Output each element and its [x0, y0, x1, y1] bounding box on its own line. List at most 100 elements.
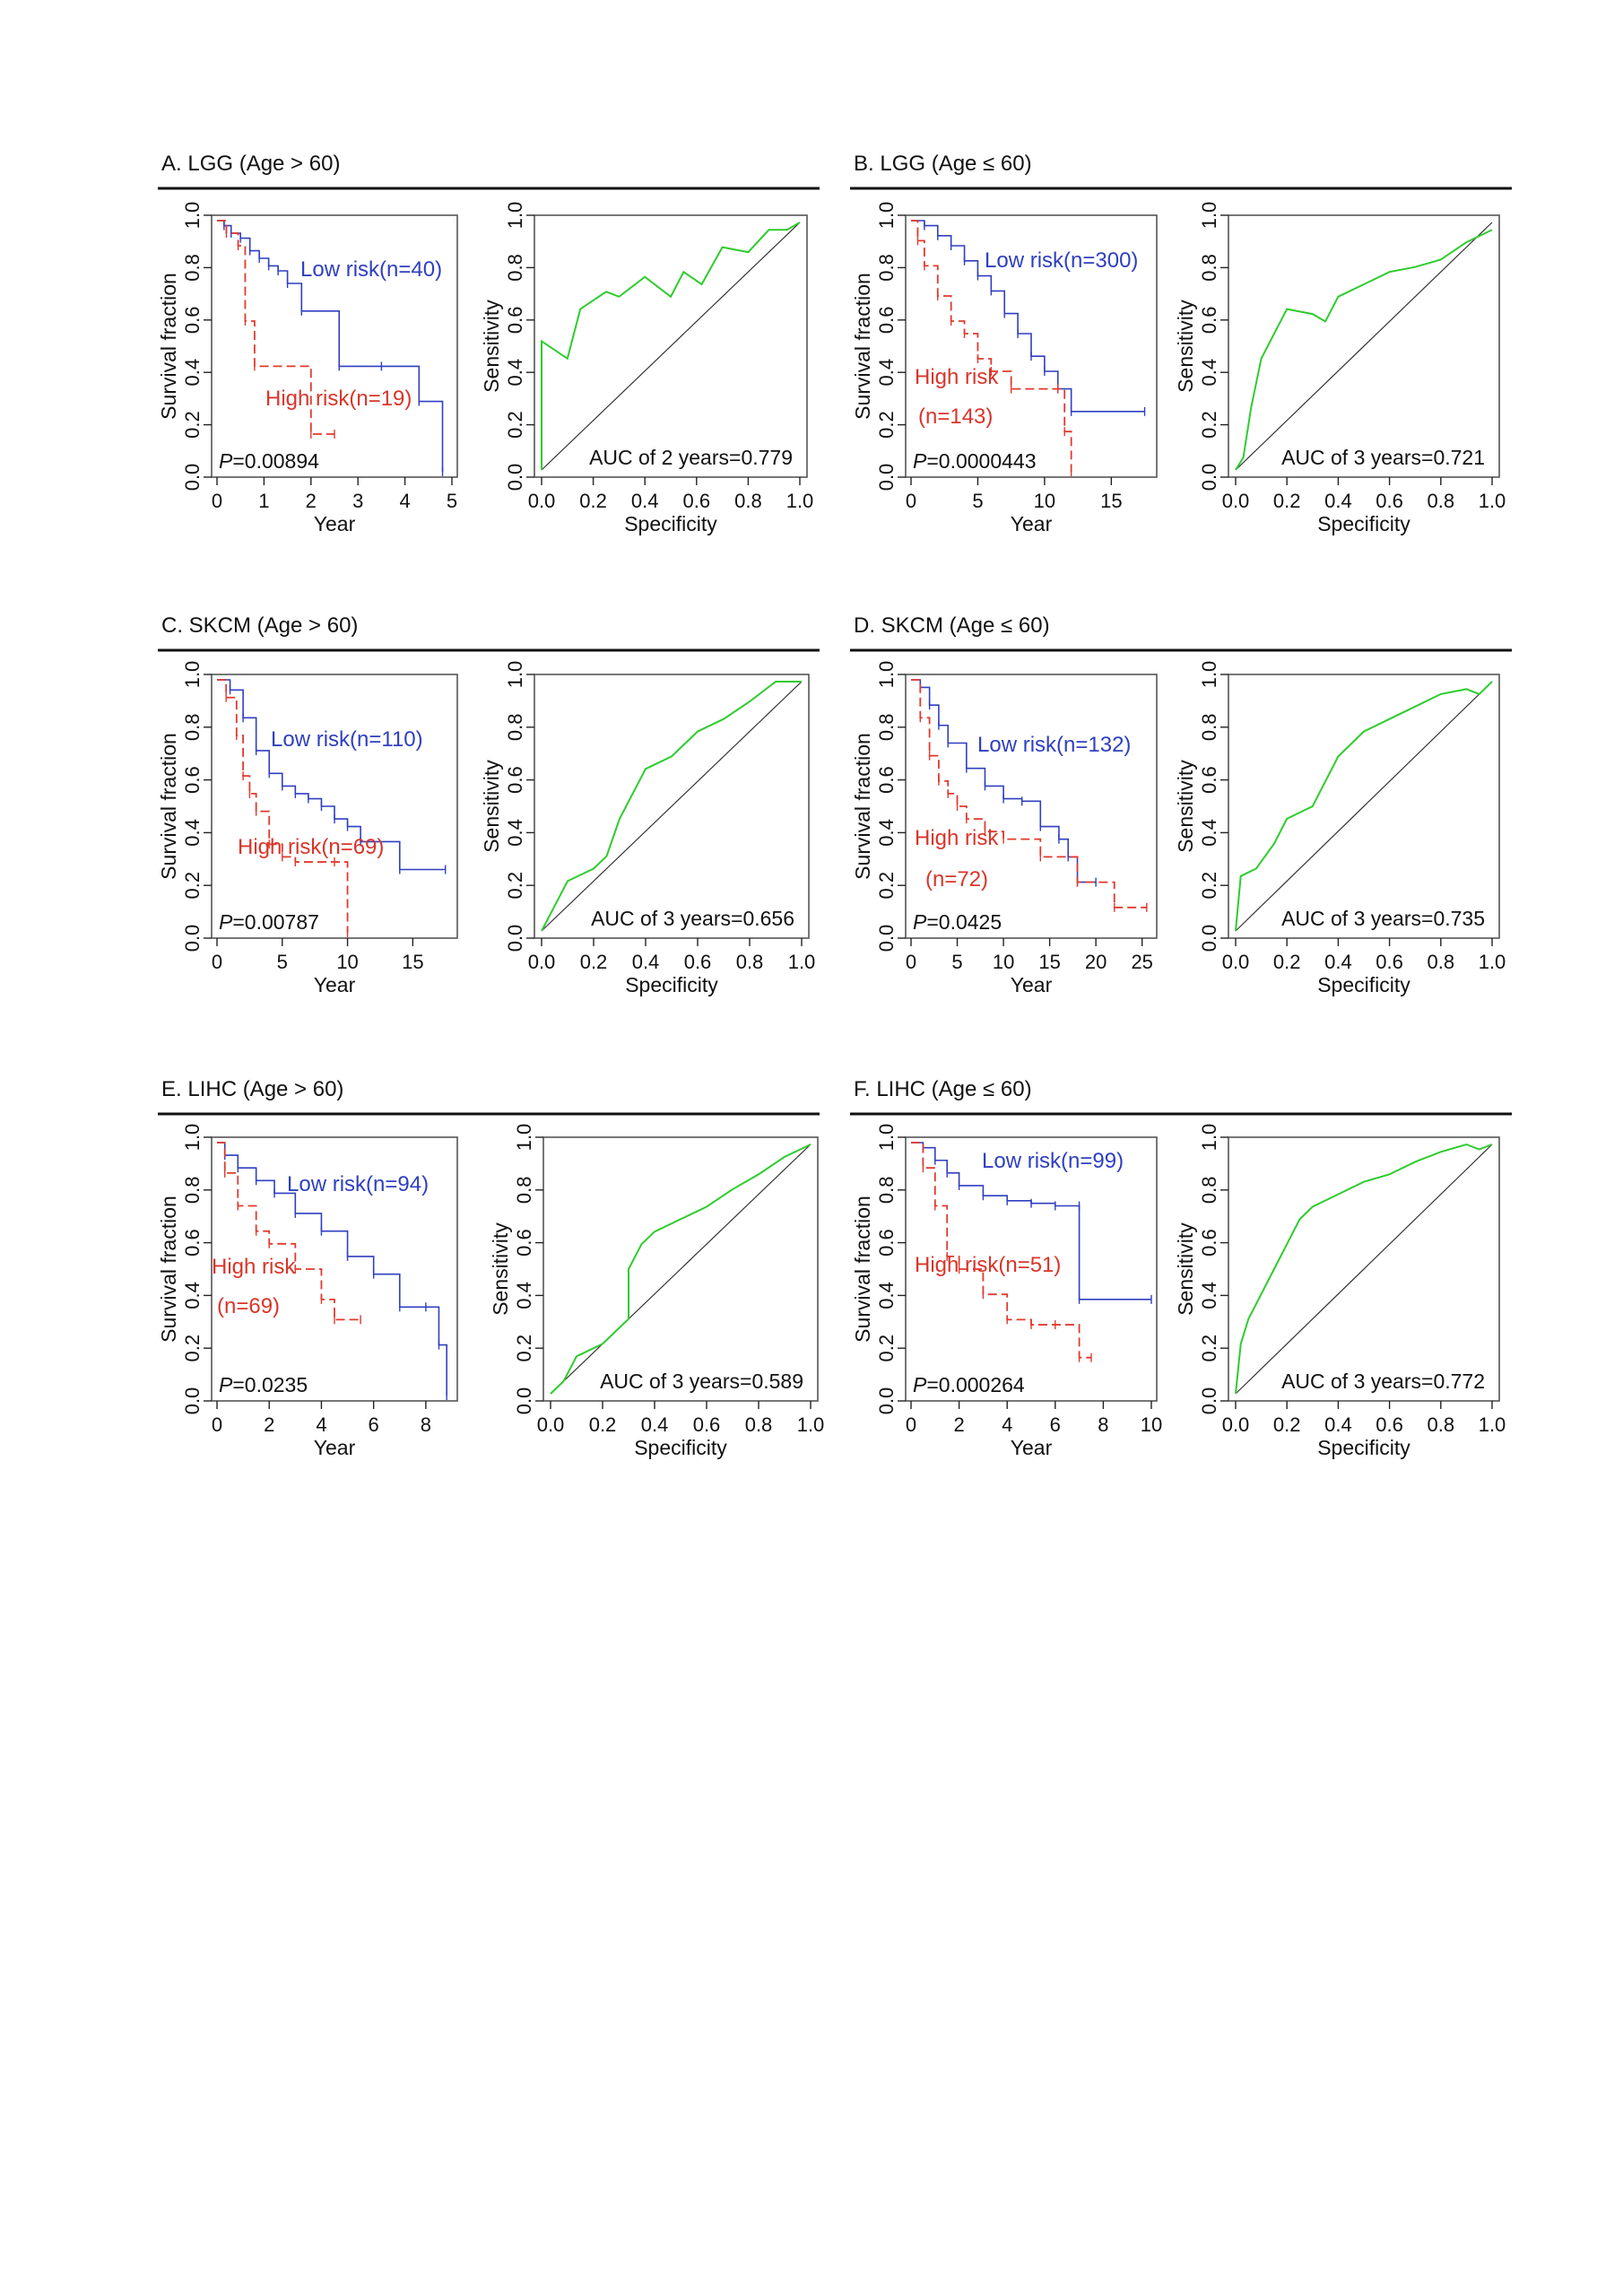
roc-ytick-label: 0.2 — [1198, 1335, 1220, 1362]
roc-curve — [550, 1144, 812, 1395]
survival-ytick-label: 0.6 — [181, 1229, 204, 1257]
roc-xtick-label: 0.2 — [1273, 951, 1301, 973]
survival-frame — [211, 674, 458, 939]
roc-ytick-label: 0.4 — [1198, 819, 1220, 847]
survival-xtick-label: 4 — [1002, 1413, 1012, 1436]
survival-xtick-label: 10 — [336, 951, 358, 973]
panel-title: C. SKCM (Age > 60) — [161, 613, 358, 638]
survival-xtick-label: 2 — [953, 1413, 964, 1436]
low-risk-label: Low risk(n=110) — [271, 727, 423, 752]
auc-label: AUC of 3 years=0.589 — [600, 1370, 803, 1393]
low-risk-label: Low risk(n=94) — [287, 1172, 429, 1196]
roc-plot: 0.0 0.2 0.4 0.6 0.8 1.0 0.0 0.2 0.4 0.6 0.8 1.0 Spec… — [1174, 1124, 1506, 1459]
roc-ytick-label: 1.0 — [1198, 202, 1220, 230]
roc-xtick-label: 0.8 — [734, 490, 762, 512]
high-risk-label: High risk — [915, 365, 999, 389]
auc-label: AUC of 2 years=0.779 — [589, 446, 793, 469]
roc-plot: 0.0 0.2 0.4 0.6 0.8 1.0 0.0 0.2 0.4 0.6 0.8 1.0 Spec… — [489, 1124, 824, 1459]
survival-xaxis-label: Year — [314, 1436, 356, 1459]
roc-yaxis-label: Sensitivity — [480, 300, 503, 393]
survival-xtick-label: 10 — [1141, 1413, 1162, 1436]
roc-ytick-label: 1.0 — [1198, 661, 1220, 689]
survival-plot: 0 5 10 15 0.0 0.2 0.4 0.6 0.8 1.0 Year Survival fra… — [851, 202, 1158, 535]
survival-xaxis-label: Year — [1011, 973, 1053, 996]
roc-curve — [541, 681, 802, 932]
p-value: =0.0000443 — [926, 449, 1036, 473]
roc-plot: 0.0 0.2 0.4 0.6 0.8 1.0 0.0 0.2 0.4 0.6 0.8 1.0 Spec… — [480, 661, 815, 996]
roc-xtick-label: 0.6 — [1376, 1413, 1403, 1436]
roc-ytick-label: 0.8 — [1198, 1177, 1220, 1205]
survival-ytick-label: 0.8 — [875, 714, 898, 742]
survival-xtick-label: 5 — [447, 490, 457, 512]
survival-ytick-label: 0.2 — [875, 872, 898, 900]
survival-xtick-label: 2 — [306, 490, 317, 512]
roc-ytick-label: 0.2 — [1198, 872, 1220, 900]
roc-xtick-label: 0.6 — [1376, 490, 1403, 512]
p-value: =0.0425 — [926, 910, 1002, 934]
survival-ytick-label: 0.8 — [875, 1177, 898, 1205]
survival-frame — [211, 214, 458, 478]
survival-ytick-label: 0.0 — [181, 1387, 204, 1415]
survival-frame — [211, 1136, 458, 1402]
survival-ytick-label: 0.6 — [875, 766, 898, 794]
roc-xtick-label: 0.0 — [1222, 951, 1250, 973]
survival-xtick-label: 0 — [212, 1413, 222, 1436]
roc-ytick-label: 0.6 — [1198, 766, 1220, 794]
roc-curve — [1235, 681, 1493, 932]
panel-title: F. LIHC (Age ≤ 60) — [854, 1077, 1032, 1101]
panel-e: E. LIHC (Age > 60) 0 2 4 6 8 0.0 0.2 0.4 0.6 0.8 1.… — [157, 1077, 824, 1459]
survival-yaxis-label: Survival fraction — [157, 1196, 180, 1343]
roc-xtick-label: 1.0 — [1479, 1413, 1506, 1436]
roc-ytick-label: 0.8 — [1198, 714, 1220, 742]
low-risk-label: Low risk(n=99) — [982, 1149, 1124, 1173]
roc-ytick-label: 1.0 — [504, 661, 526, 689]
survival-ytick-label: 0.8 — [181, 254, 204, 282]
roc-xtick-label: 0.2 — [1273, 490, 1301, 512]
roc-xtick-label: 1.0 — [786, 490, 814, 512]
survival-ytick-label: 0.2 — [181, 1335, 204, 1362]
roc-xaxis-label: Specificity — [1317, 1436, 1410, 1459]
roc-ytick-label: 1.0 — [504, 202, 526, 230]
roc-frame — [1228, 1136, 1500, 1402]
roc-curve — [541, 222, 801, 470]
low-risk-curve — [911, 679, 1097, 883]
roc-ytick-label: 0.4 — [504, 819, 526, 847]
p-value-text: P=0.0000443 — [913, 449, 1037, 473]
survival-ytick-label: 0.6 — [875, 1229, 898, 1257]
high-risk-n-label: (n=72) — [925, 867, 988, 891]
p-value: =0.0235 — [232, 1373, 308, 1396]
roc-ytick-label: 0.4 — [1198, 1282, 1220, 1309]
roc-xtick-label: 0.6 — [683, 490, 711, 512]
survival-ytick-label: 0.8 — [181, 714, 204, 742]
roc-yaxis-label: Sensitivity — [480, 760, 503, 853]
roc-frame — [534, 674, 810, 939]
roc-ytick-label: 0.2 — [504, 872, 526, 900]
roc-xaxis-label: Specificity — [634, 1436, 727, 1459]
survival-xtick-label: 5 — [951, 951, 962, 973]
roc-xtick-label: 0.0 — [1222, 1413, 1250, 1436]
roc-xtick-label: 0.6 — [1376, 951, 1403, 973]
auc-label: AUC of 3 years=0.772 — [1281, 1370, 1485, 1393]
survival-ytick-label: 0.4 — [875, 1282, 898, 1309]
reference-diagonal — [541, 681, 803, 932]
survival-xaxis-label: Year — [314, 973, 356, 996]
p-symbol: P — [219, 1373, 233, 1396]
roc-curve — [1235, 229, 1493, 471]
p-value-text: P=0.0235 — [219, 1373, 308, 1396]
roc-ytick-label: 0.2 — [1198, 411, 1220, 439]
roc-xtick-label: 0.2 — [589, 1413, 617, 1436]
survival-ytick-label: 0.2 — [181, 872, 204, 900]
survival-yaxis-label: Survival fraction — [851, 273, 874, 420]
survival-ytick-label: 0.6 — [181, 766, 204, 794]
survival-ytick-label: 0.2 — [181, 411, 204, 439]
survival-ytick-label: 1.0 — [181, 1124, 204, 1152]
roc-xtick-label: 0.6 — [684, 951, 712, 973]
high-risk-label: High risk(n=51) — [915, 1253, 1061, 1277]
roc-xtick-label: 0.8 — [1428, 490, 1455, 512]
survival-plot: 0 5 10 15 20 25 0.0 0.2 0.4 0.6 0.8 1.0 Year Survival… — [851, 661, 1158, 996]
survival-ytick-label: 0.4 — [875, 819, 898, 847]
roc-plot: 0.0 0.2 0.4 0.6 0.8 1.0 0.0 0.2 0.4 0.6 0.8 1.0 Spec… — [480, 202, 813, 535]
roc-ytick-label: 0.0 — [504, 925, 526, 952]
roc-plot: 0.0 0.2 0.4 0.6 0.8 1.0 0.0 0.2 0.4 0.6 0.8 1.0 Spec… — [1174, 661, 1506, 996]
